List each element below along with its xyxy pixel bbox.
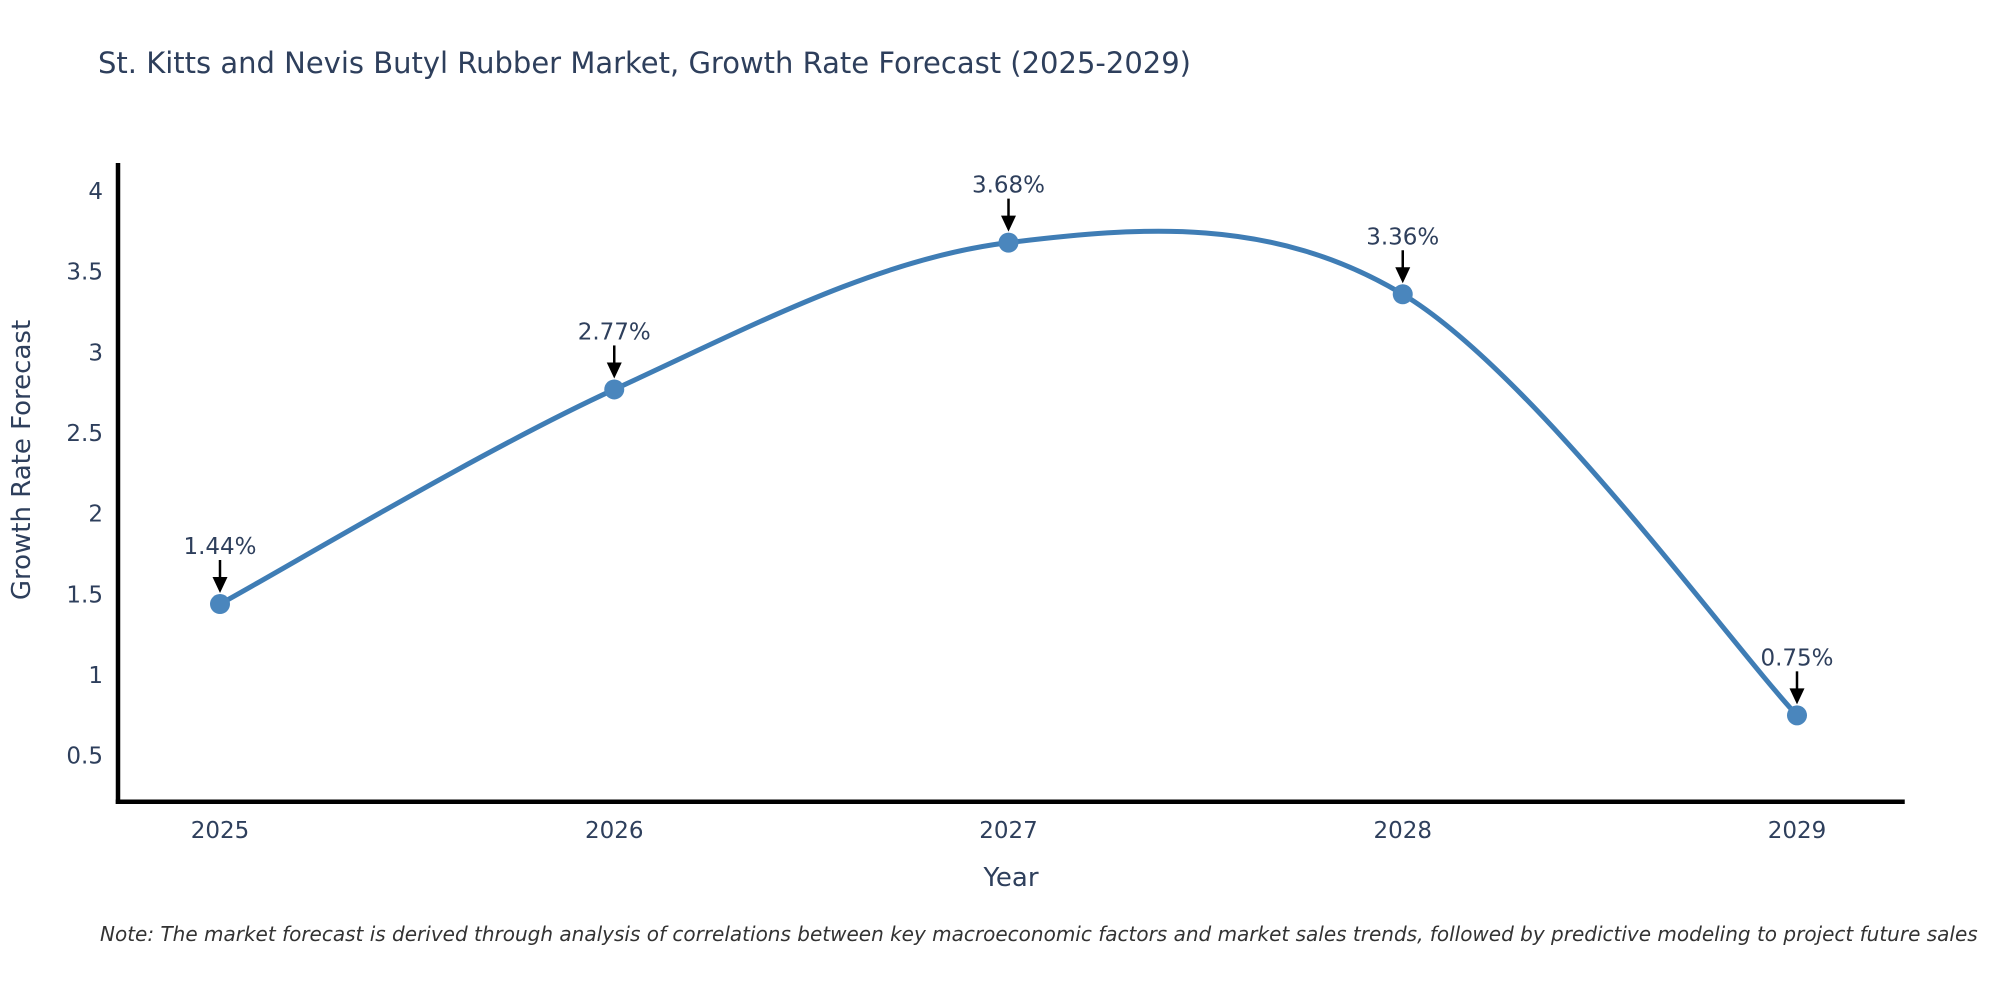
y-tick-label: 3.5 bbox=[66, 260, 103, 286]
x-axis-title: Year bbox=[982, 863, 1038, 893]
y-tick-label: 1 bbox=[88, 663, 103, 689]
x-tick-label: 2026 bbox=[585, 818, 644, 844]
point-value-label: 3.36% bbox=[1366, 224, 1439, 250]
annotation-arrow-head bbox=[1001, 215, 1016, 232]
annotation-arrow-head bbox=[212, 577, 228, 594]
point-value-label: 3.68% bbox=[972, 173, 1045, 199]
y-tick-label: 1.5 bbox=[66, 582, 103, 608]
y-tick-label: 2.5 bbox=[66, 421, 103, 447]
data-point-marker bbox=[1787, 705, 1807, 726]
data-point-marker bbox=[210, 594, 230, 615]
data-point-marker bbox=[1392, 284, 1413, 305]
x-tick-label: 2029 bbox=[1768, 818, 1827, 844]
chart-title: St. Kitts and Nevis Butyl Rubber Market,… bbox=[98, 46, 1191, 80]
y-tick-label: 4 bbox=[88, 179, 103, 205]
point-value-label: 1.44% bbox=[183, 534, 256, 560]
annotation-arrow-head bbox=[1789, 688, 1805, 705]
annotation-arrow-head bbox=[1395, 267, 1411, 284]
y-tick-label: 0.5 bbox=[66, 744, 103, 770]
x-tick-label: 2025 bbox=[191, 818, 250, 844]
plot-area: 1.44% 2.77% 3.68% 3.36% 0.75% 2025 2026 2027 202… bbox=[66, 173, 1833, 844]
point-value-label: 2.77% bbox=[578, 319, 651, 345]
x-axis-line bbox=[115, 799, 1905, 804]
annotation-arrow-head bbox=[606, 362, 622, 379]
footnote: Note: The market forecast is derived thr… bbox=[100, 922, 1978, 946]
x-tick-label: 2027 bbox=[979, 818, 1038, 844]
series-line bbox=[217, 228, 1800, 718]
x-tick-label: 2028 bbox=[1373, 818, 1432, 844]
data-point-marker bbox=[998, 232, 1019, 253]
y-tick-label: 2 bbox=[88, 502, 103, 528]
point-value-label: 0.75% bbox=[1760, 645, 1833, 671]
y-tick-label: 3 bbox=[88, 340, 103, 366]
y-axis-line bbox=[115, 163, 121, 804]
data-point-marker bbox=[604, 379, 625, 400]
y-axis-title: Growth Rate Forecast bbox=[7, 320, 37, 600]
